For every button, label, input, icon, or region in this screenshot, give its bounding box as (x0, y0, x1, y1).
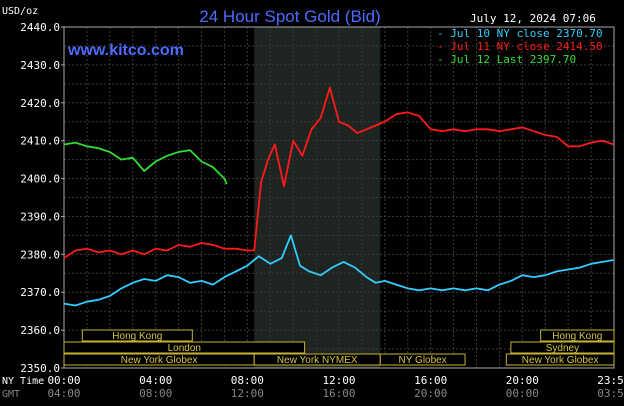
x-tick-label-gmt: 20:00 (414, 387, 447, 400)
y-tick-label: 2390.0 (20, 210, 60, 223)
y-tick-label: 2350.0 (20, 362, 60, 375)
series-line (63, 86, 615, 259)
session-label: Sydney (546, 343, 579, 354)
session-box (379, 353, 466, 366)
timestamp: July 12, 2024 07:06 (470, 12, 596, 25)
session-box (81, 329, 193, 342)
website-label: www.kitco.com (67, 42, 184, 59)
x-tick-label-gmt: 12:00 (231, 387, 264, 400)
x-tick-label-ny: 12:00 (322, 374, 355, 387)
plot-frame (63, 26, 615, 369)
y-tick-label: 2420.0 (20, 97, 60, 110)
session-box (505, 353, 615, 366)
y-tick-label: 2440.0 (20, 21, 60, 34)
y-tick-label: 2380.0 (20, 248, 60, 261)
y-tick-labels: 2440.0 2430.0 2420.0 2410.0 2400.0 2390.0 2380… (20, 21, 64, 375)
session-box (63, 341, 306, 354)
x-tick-labels: 00:0004:0008:0012:0016:0020:0023:5904:00… (47, 374, 624, 400)
session-label: London (168, 343, 201, 354)
session-label: New York Globex (522, 355, 599, 366)
y-tick-label: 2410.0 (20, 135, 60, 148)
x-tick-label-gmt: 04:00 (47, 387, 80, 400)
x-tick-label-ny: 08:00 (231, 374, 264, 387)
x-tick-label-ny: 04:00 (139, 374, 172, 387)
x-tick-label-gmt: 00:00 (506, 387, 539, 400)
y-tick-label: 2370.0 (20, 286, 60, 299)
grid-lines (64, 26, 614, 369)
legend-entry: - Jul 11 NY close 2414.50 (437, 40, 603, 53)
x-tick-label-ny: 20:00 (506, 374, 539, 387)
chart-title: 24 Hour Spot Gold (Bid) (199, 7, 380, 26)
y-tick-label: 2360.0 (20, 324, 60, 337)
x-tick-label-ny: 23:59 (597, 374, 624, 387)
legend-entry: - Jul 12 Last 2397.70 (437, 53, 576, 66)
session-label: New York Globex (121, 355, 198, 366)
session-label: Hong Kong (552, 331, 602, 342)
series-line (63, 141, 228, 185)
y-tick-label: 2400.0 (20, 173, 60, 186)
session-box (510, 341, 615, 354)
legend: - Jul 10 NY close 2370.70- Jul 11 NY clo… (437, 27, 603, 66)
x-tick-label-gmt: 08:00 (139, 387, 172, 400)
y-tick-label: 2430.0 (20, 59, 60, 72)
session-box (540, 329, 615, 342)
session-label: Hong Kong (112, 331, 162, 342)
session-label: New York NYMEX (277, 355, 358, 366)
series-line (63, 234, 614, 307)
x-tick-label-ny: 16:00 (414, 374, 447, 387)
ny-time-label: NY Time (2, 376, 44, 387)
x-tick-label-ny: 00:00 (47, 374, 80, 387)
y-axis-label: USD/oz (2, 6, 38, 17)
price-series (63, 86, 615, 307)
x-tick-label-gmt: 16:00 (322, 387, 355, 400)
legend-entry: - Jul 10 NY close 2370.70 (437, 27, 603, 40)
x-tick-label-gmt: 03:59 (597, 387, 624, 400)
session-label: NY Globex (399, 355, 447, 366)
gmt-label: GMT (2, 389, 20, 400)
